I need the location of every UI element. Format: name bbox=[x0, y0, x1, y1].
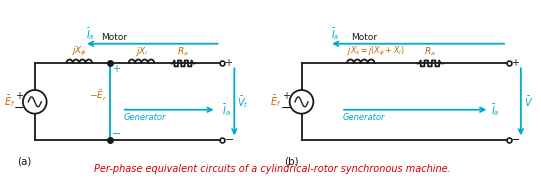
Text: Motor: Motor bbox=[351, 33, 377, 42]
Text: Per-phase equivalent circuits of a cylindrical-rotor synchronous machine.: Per-phase equivalent circuits of a cylin… bbox=[95, 164, 451, 174]
Text: −: − bbox=[280, 102, 291, 115]
Text: −: − bbox=[225, 135, 234, 145]
Text: +: + bbox=[15, 91, 23, 101]
Text: $jX_\phi$: $jX_\phi$ bbox=[71, 44, 87, 57]
Text: $\bar{I}_a$: $\bar{I}_a$ bbox=[219, 102, 230, 118]
Text: $R_a$: $R_a$ bbox=[177, 45, 189, 57]
Text: Generator: Generator bbox=[124, 113, 166, 122]
Text: $\bar{V}_t$: $\bar{V}_t$ bbox=[237, 94, 249, 110]
Text: $\bar{E}_f$: $\bar{E}_f$ bbox=[270, 93, 282, 109]
Text: $\bar{V}$: $\bar{V}$ bbox=[524, 95, 533, 109]
Text: $-\bar{E}_r$: $-\bar{E}_r$ bbox=[89, 89, 107, 103]
Text: +: + bbox=[282, 91, 290, 101]
Text: $\bar{I}_a$: $\bar{I}_a$ bbox=[491, 102, 500, 118]
Text: $\bar{I}_a$: $\bar{I}_a$ bbox=[86, 26, 95, 42]
Text: −: − bbox=[14, 102, 24, 115]
Text: $jX_l$: $jX_l$ bbox=[135, 44, 148, 57]
Text: +: + bbox=[511, 58, 519, 68]
Text: −: − bbox=[112, 129, 121, 139]
Text: $\bar{I}_a$: $\bar{I}_a$ bbox=[331, 26, 340, 42]
Text: +: + bbox=[112, 64, 120, 74]
Text: (a): (a) bbox=[17, 156, 31, 166]
Text: $R_a$: $R_a$ bbox=[424, 45, 436, 57]
Text: $jX_s = j(X_\phi + X_l)$: $jX_s = j(X_\phi + X_l)$ bbox=[347, 44, 405, 57]
Text: Motor: Motor bbox=[101, 33, 127, 42]
Text: $\bar{E}_f$: $\bar{E}_f$ bbox=[4, 93, 15, 109]
Text: (b): (b) bbox=[283, 156, 298, 166]
Text: −: − bbox=[511, 135, 520, 145]
Text: +: + bbox=[225, 58, 233, 68]
Text: Generator: Generator bbox=[343, 113, 386, 122]
